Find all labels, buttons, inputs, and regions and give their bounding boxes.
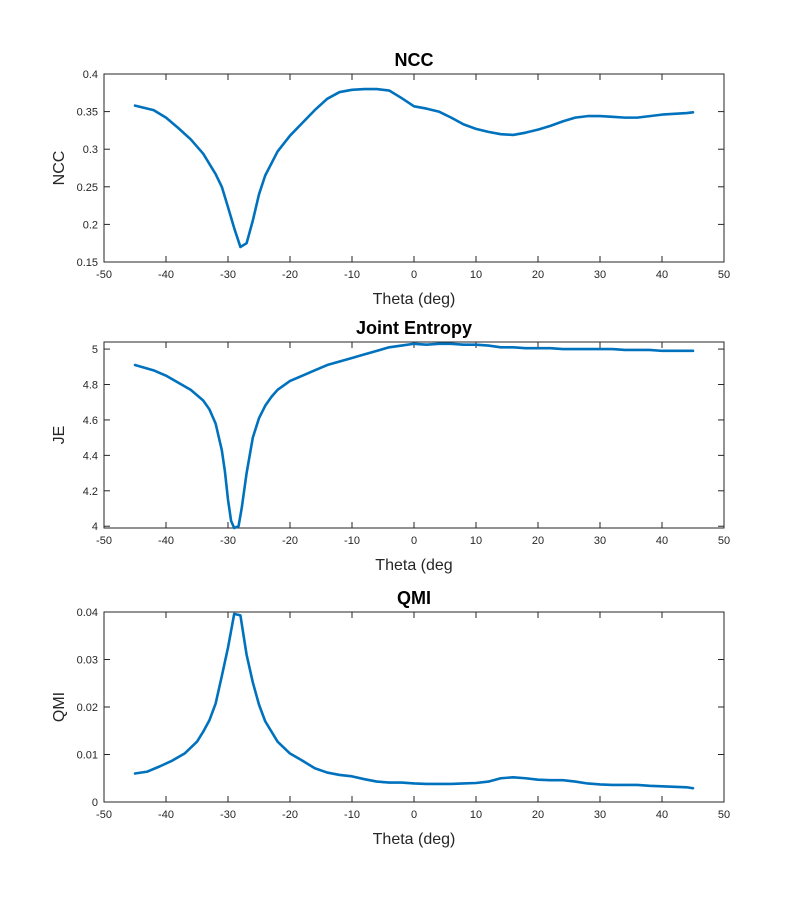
y-tick-label: 4.4 <box>83 450 98 462</box>
x-tick-label: -10 <box>344 809 360 821</box>
x-tick-label: -10 <box>344 535 360 547</box>
x-tick-label: -20 <box>282 809 298 821</box>
x-tick-label: -50 <box>96 535 112 547</box>
x-tick-label: -50 <box>96 809 112 821</box>
y-tick-label: 4.6 <box>83 415 98 427</box>
x-tick-label: 40 <box>656 535 668 547</box>
chart-title: Joint Entropy <box>356 318 472 338</box>
axes-box <box>103 611 725 803</box>
x-tick-label: -10 <box>344 269 360 281</box>
x-tick-label: 0 <box>411 535 417 547</box>
y-tick-label: 0.4 <box>83 69 98 81</box>
x-tick-label: -40 <box>158 809 174 821</box>
y-tick-label: 5 <box>92 344 98 356</box>
axes-box <box>103 73 725 263</box>
axes-box <box>103 341 725 529</box>
series-line-1 <box>133 342 695 530</box>
x-tick-label: 50 <box>718 269 730 281</box>
x-tick-label: 40 <box>656 809 668 821</box>
y-tick-label: 0 <box>92 797 98 809</box>
series-line-1 <box>133 87 695 249</box>
x-tick-label: 0 <box>411 269 417 281</box>
y-tick-label: 0.35 <box>77 107 98 119</box>
y-tick-label: 4 <box>92 521 98 533</box>
x-tick-label: 10 <box>470 269 482 281</box>
x-tick-label: 50 <box>718 809 730 821</box>
y-axis-label: QMI <box>51 692 68 722</box>
y-tick-label: 4.8 <box>83 380 98 392</box>
x-tick-label: 20 <box>532 535 544 547</box>
y-tick-label: 0.3 <box>83 144 98 156</box>
x-axis-label: Theta (deg) <box>373 831 456 848</box>
x-tick-label: -50 <box>96 269 112 281</box>
series-line-1 <box>133 612 695 790</box>
x-tick-label: 20 <box>532 809 544 821</box>
x-tick-label: -40 <box>158 269 174 281</box>
x-axis-label: Theta (deg <box>375 557 452 574</box>
x-tick-label: 50 <box>718 535 730 547</box>
x-axis-label: Theta (deg) <box>373 291 456 308</box>
subplot-3: -50 -40 -30 -20 -10 0 10 20 30 40 50 0 0.01 0.02 0.03 0… <box>51 588 730 848</box>
y-tick-label: 0.2 <box>83 219 98 231</box>
chart-title: NCC <box>395 50 434 70</box>
x-tick-label: 30 <box>594 535 606 547</box>
y-tick-label: 0.01 <box>77 750 98 762</box>
x-tick-label: -30 <box>220 809 236 821</box>
y-tick-label: 0.02 <box>77 702 98 714</box>
y-tick-label: 0.15 <box>77 257 98 269</box>
x-tick-label: -30 <box>220 269 236 281</box>
chart-title: QMI <box>397 588 431 608</box>
subplot-2: -50 -40 -30 -20 -10 0 10 20 30 40 50 4 4.2 4.4 4.6 4.8 5… <box>51 318 730 574</box>
x-tick-label: 10 <box>470 535 482 547</box>
x-tick-label: -20 <box>282 269 298 281</box>
y-tick-label: 0.25 <box>77 182 98 194</box>
y-tick-label: 4.2 <box>83 486 98 498</box>
x-tick-label: 10 <box>470 809 482 821</box>
x-tick-label: -30 <box>220 535 236 547</box>
x-tick-label: 0 <box>411 809 417 821</box>
x-tick-label: 30 <box>594 809 606 821</box>
y-axis-label: JE <box>51 426 68 445</box>
y-tick-label: 0.04 <box>77 607 98 619</box>
y-tick-label: 0.03 <box>77 655 98 667</box>
x-tick-label: -20 <box>282 535 298 547</box>
subplot-1: -50 -40 -30 -20 -10 0 10 20 30 40 50 0.15 0.2 0.25 0.3… <box>51 50 730 308</box>
x-tick-label: 30 <box>594 269 606 281</box>
x-tick-label: 40 <box>656 269 668 281</box>
x-tick-label: -40 <box>158 535 174 547</box>
x-tick-label: 20 <box>532 269 544 281</box>
y-axis-label: NCC <box>51 151 68 186</box>
